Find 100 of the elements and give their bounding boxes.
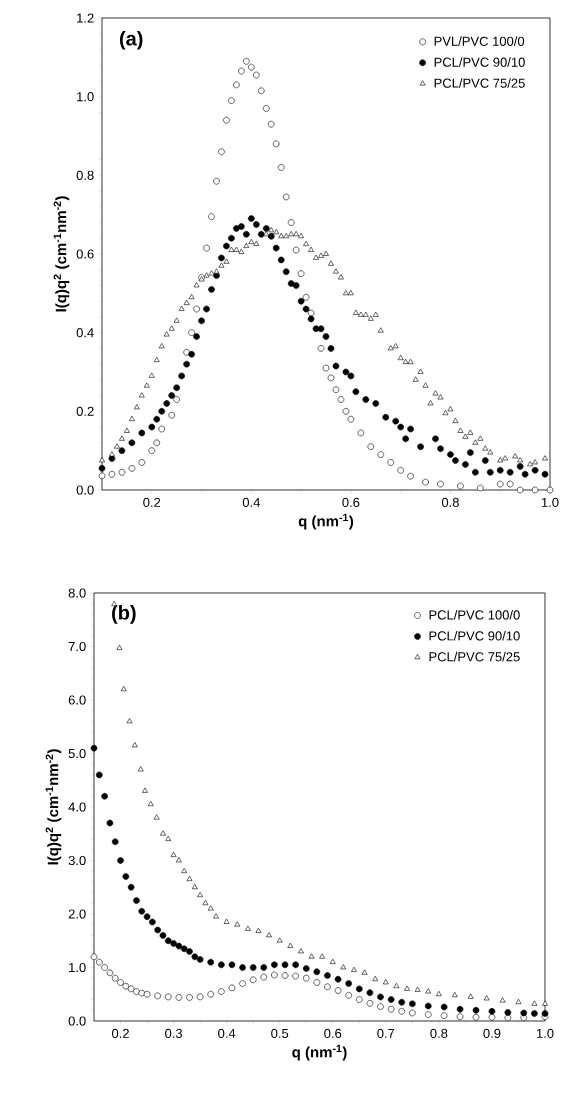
x-tick-label: 0.6 (342, 497, 360, 507)
annotation: (a) (119, 30, 143, 50)
point (138, 908, 146, 915)
y-axis-title: I(q)q$^{2}$ (cm$^{-1}$nm$^{-2}$) (53, 196, 70, 312)
point (504, 1009, 512, 1016)
point (249, 964, 257, 971)
point (267, 120, 275, 128)
x-tick-label: 1.0 (541, 497, 559, 507)
point (292, 961, 299, 969)
point (409, 1000, 416, 1008)
point (377, 1003, 384, 1010)
point (164, 937, 172, 945)
point (282, 193, 290, 201)
point (164, 993, 172, 1001)
point (262, 105, 270, 112)
point (207, 990, 215, 998)
x-tick-label: 0.4 (242, 497, 260, 507)
point (208, 213, 215, 220)
point (186, 948, 193, 955)
point (228, 984, 236, 992)
point (128, 465, 136, 472)
point (414, 986, 421, 992)
y-tick-label: 0.8 (76, 170, 94, 180)
point (437, 480, 444, 488)
point (127, 883, 135, 891)
point (243, 57, 250, 65)
point (249, 976, 257, 984)
point (90, 744, 98, 752)
point (477, 484, 484, 492)
legend-label: PCL/PVC 75/25 (429, 651, 520, 662)
x-axis-title: q (nm$^{-1}$) (292, 1044, 347, 1061)
point (90, 953, 98, 961)
y-tick-label: 0.0 (76, 485, 94, 495)
point (499, 997, 506, 1003)
point (170, 940, 177, 947)
point (351, 966, 357, 972)
y-tick-label: 0.2 (76, 406, 94, 416)
point (424, 1011, 432, 1018)
point (457, 482, 464, 490)
point (440, 1003, 448, 1011)
point (332, 386, 340, 393)
point (387, 1005, 395, 1013)
point (404, 985, 410, 991)
x-tick-label: 0.3 (165, 1028, 183, 1038)
point (302, 293, 310, 301)
point (127, 985, 135, 993)
point (281, 961, 289, 969)
point (337, 396, 345, 403)
point (98, 472, 106, 480)
x-tick-label: 0.8 (441, 497, 459, 507)
point (424, 1002, 432, 1010)
point (407, 472, 414, 480)
y-tick-label: 3.0 (68, 855, 86, 866)
point (154, 992, 161, 1000)
point (377, 993, 384, 1001)
point (101, 792, 108, 800)
point (111, 838, 119, 846)
point (165, 835, 172, 841)
legend-label: PCL/PVC 90/10 (429, 630, 520, 641)
point (292, 972, 299, 980)
point (366, 989, 374, 996)
point (186, 875, 193, 882)
point (142, 787, 148, 793)
point (472, 1006, 480, 1014)
point (173, 396, 180, 403)
point (340, 964, 347, 970)
point (191, 883, 198, 890)
point (472, 1013, 480, 1021)
point (118, 468, 126, 476)
point (223, 116, 230, 124)
y-tick-label: 4.0 (68, 802, 86, 812)
y-tick-label: 6.0 (68, 695, 86, 705)
point (398, 998, 406, 1006)
x-tick-label: 0.8 (430, 1028, 448, 1038)
point (440, 1012, 448, 1019)
x-tick-label: 0.5 (271, 1028, 289, 1038)
point (122, 873, 130, 880)
point (260, 964, 268, 971)
point (223, 918, 230, 924)
point (313, 968, 321, 976)
point (531, 1000, 538, 1006)
point (324, 972, 331, 979)
point (271, 961, 278, 969)
y-axis-title: I(q)q$^{2}$ (cm$^{-1}$nm$^{-2}$) (45, 749, 62, 865)
y-tick-label: 5.0 (68, 748, 86, 759)
point (302, 974, 310, 982)
legend-label: PCL/PVC 75/25 (434, 78, 525, 88)
point (153, 439, 161, 447)
point (159, 932, 167, 939)
point (504, 1014, 512, 1022)
point (181, 867, 188, 873)
point (425, 988, 432, 994)
point (342, 408, 350, 415)
point (175, 942, 183, 950)
x-tick-label: 0.9 (483, 1028, 501, 1038)
legend-label: PCL/PVC 100/0 (429, 610, 520, 620)
point (488, 1013, 496, 1021)
point (122, 982, 130, 990)
point (228, 97, 235, 104)
point (143, 913, 151, 920)
